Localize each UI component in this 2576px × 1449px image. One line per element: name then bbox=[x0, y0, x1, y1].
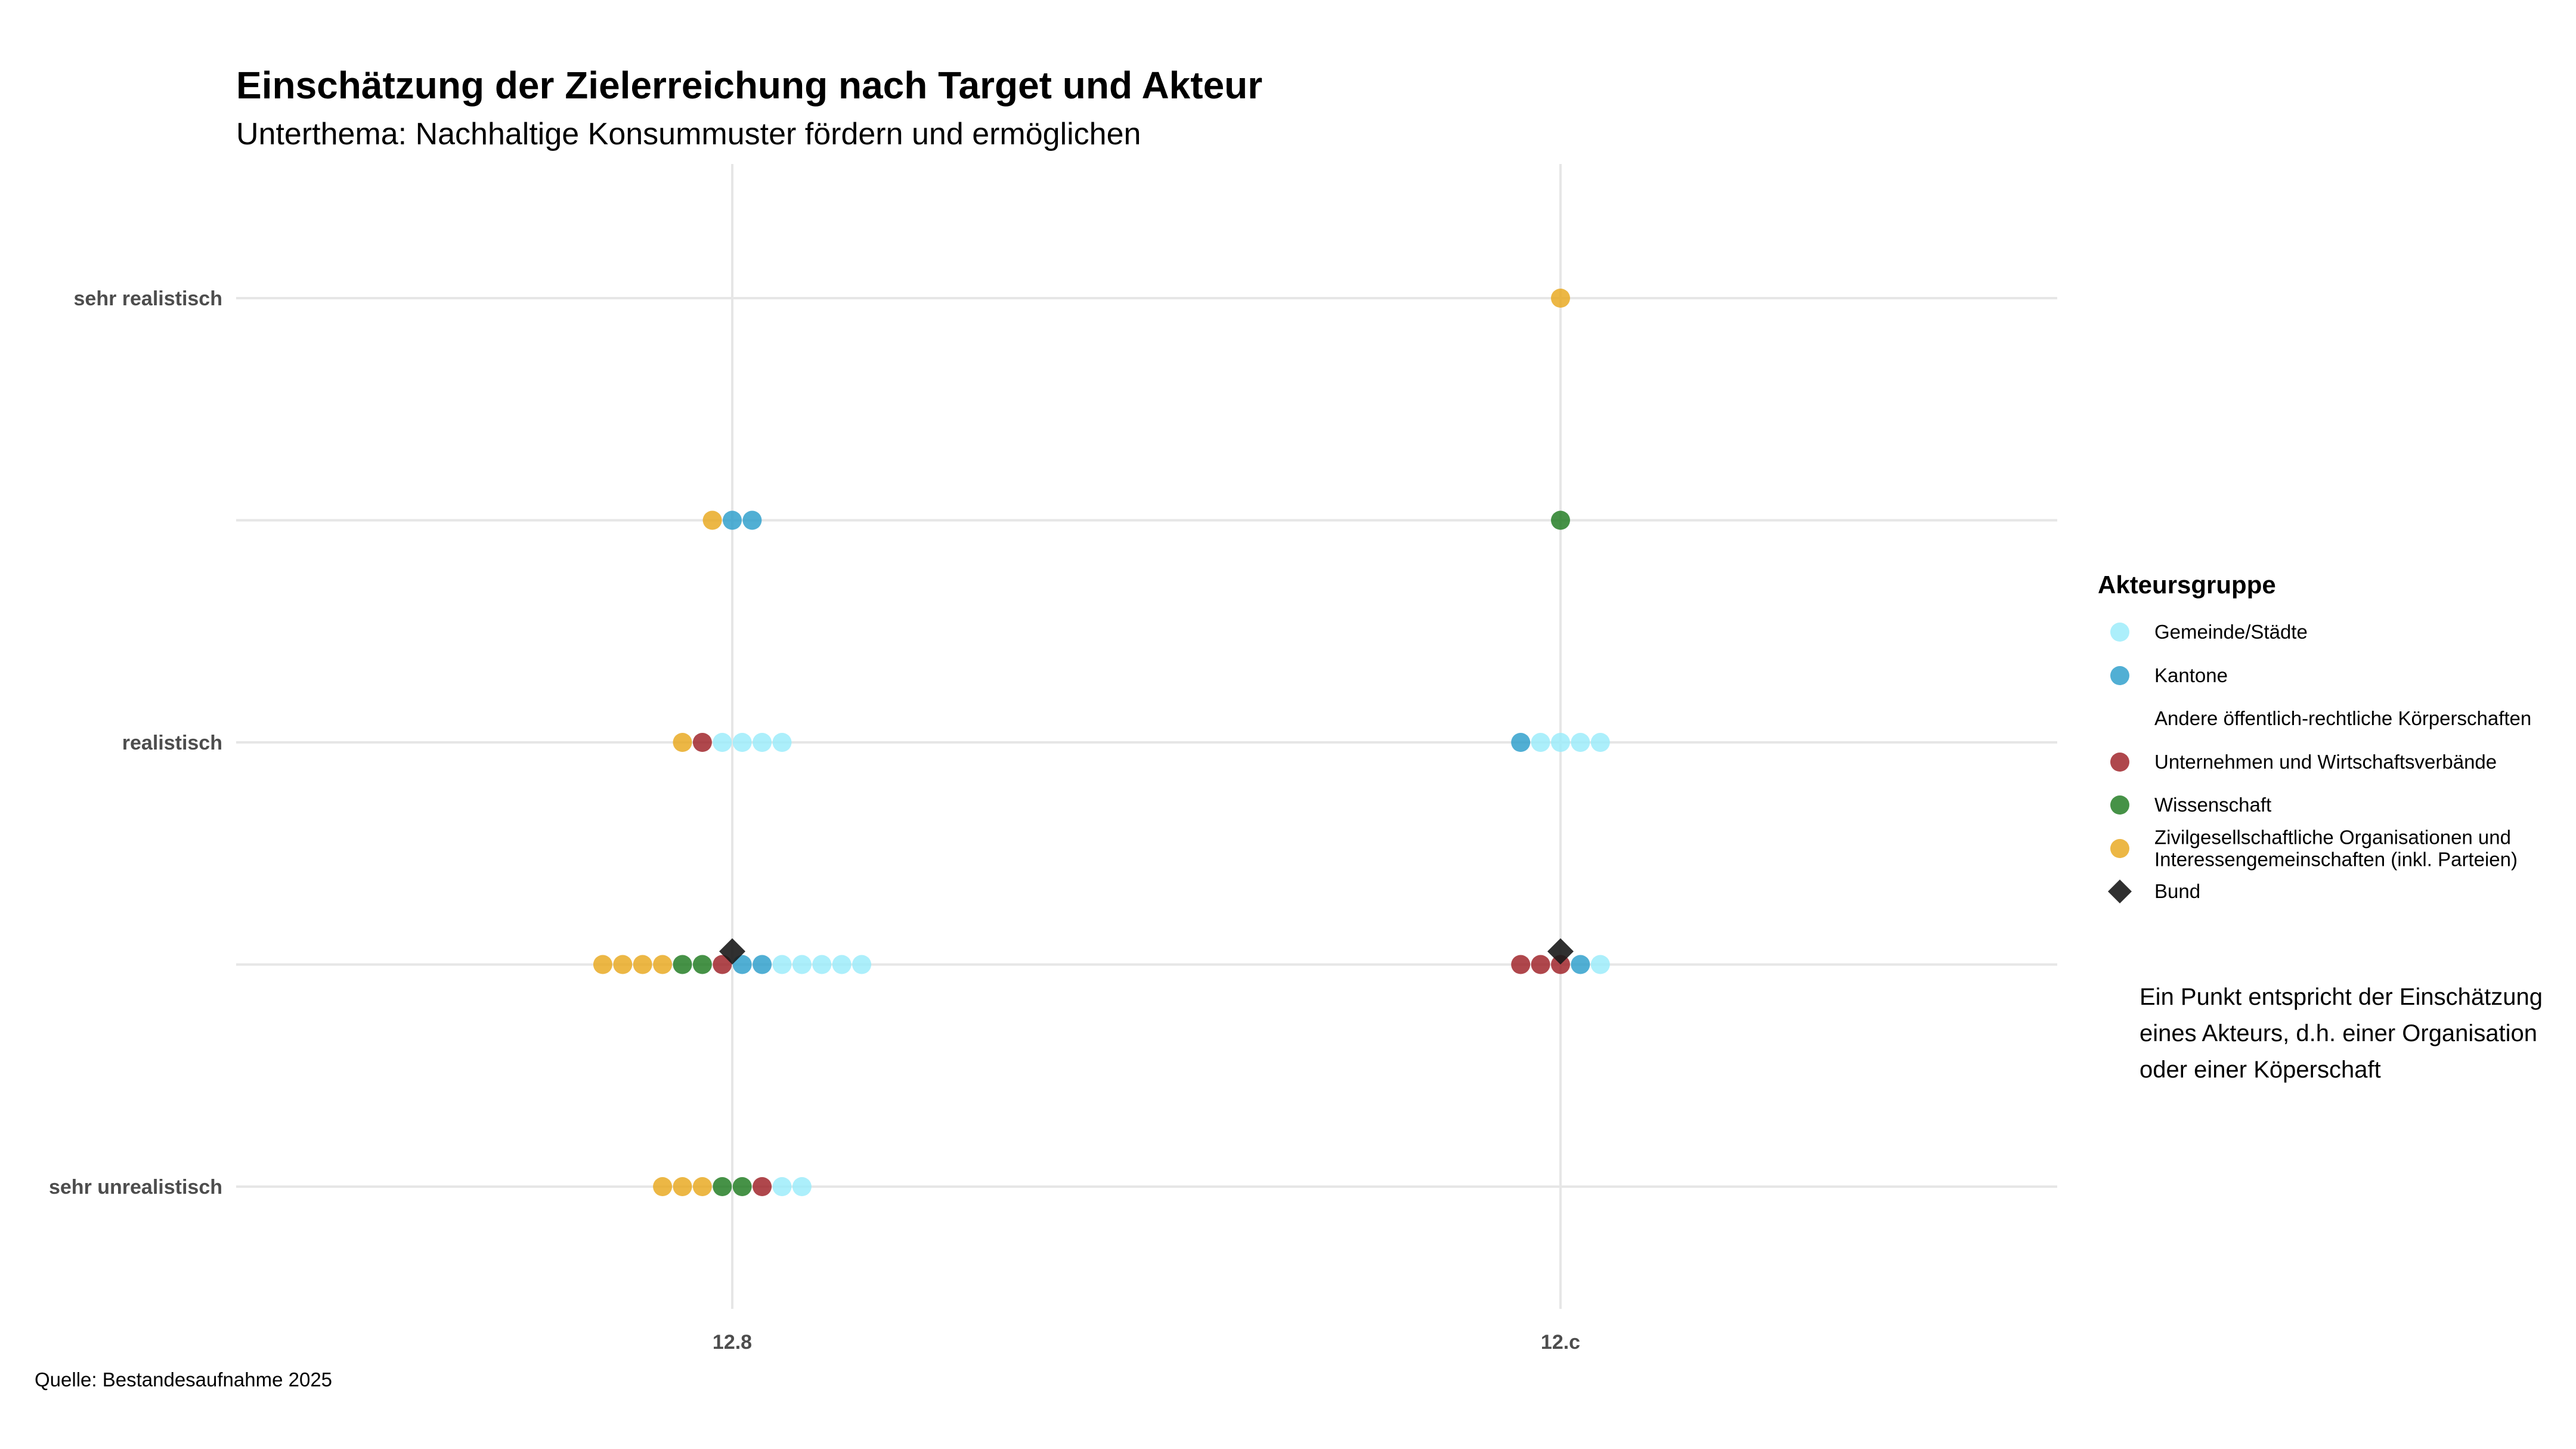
legend-label: Zivilgesellschaftliche Organisationen un… bbox=[2154, 826, 2511, 849]
data-point-kantone bbox=[732, 955, 752, 974]
chart-caption: Quelle: Bestandesaufnahme 2025 bbox=[35, 1368, 332, 1391]
legend-item-kantone: Kantone bbox=[2110, 664, 2228, 686]
data-point-wissenschaft bbox=[1551, 510, 1570, 530]
legend-key-dot bbox=[2110, 839, 2129, 858]
data-point-gemeinde bbox=[772, 955, 792, 974]
note-line: oder einer Köperschaft bbox=[2140, 1057, 2381, 1083]
chart-note: Ein Punkt entspricht der Einschätzung ein… bbox=[2140, 984, 2543, 1083]
data-point-gemeinde bbox=[812, 955, 832, 974]
data-point-unternehmen bbox=[713, 955, 732, 974]
chart-title: Einschätzung der Zielerreichung nach Tar… bbox=[236, 64, 1262, 107]
legend-item-andere: Andere öffentlich-rechtliche Körperschaf… bbox=[2154, 707, 2531, 729]
legend-label: Gemeinde/Städte bbox=[2154, 621, 2308, 643]
legend-label: Kantone bbox=[2154, 664, 2228, 686]
data-point-gemeinde bbox=[713, 733, 732, 752]
legend-key-diamond bbox=[2108, 880, 2132, 903]
data-point-zivil bbox=[692, 1177, 712, 1196]
data-point-kantone bbox=[723, 510, 742, 530]
data-point-gemeinde bbox=[852, 955, 872, 974]
data-point-zivil bbox=[1551, 289, 1570, 308]
legend-item-wissenschaft: Wissenschaft bbox=[2110, 794, 2271, 816]
legend-label: Interessengemeinschaften (inkl. Parteien… bbox=[2154, 849, 2518, 871]
plot-area: 12.8 12.c sehr realistisch realistisch sehr … bbox=[49, 164, 2057, 1354]
data-point-gemeinde bbox=[1531, 733, 1550, 752]
data-point-gemeinde bbox=[1551, 733, 1570, 752]
data-point-zivil bbox=[673, 1177, 692, 1196]
note-line: Ein Punkt entspricht der Einschätzung bbox=[2140, 984, 2543, 1010]
data-point-unternehmen bbox=[1531, 955, 1550, 974]
y-tick-label: sehr unrealistisch bbox=[49, 1176, 222, 1199]
data-point-bund bbox=[719, 938, 745, 965]
data-point-unternehmen bbox=[753, 1177, 772, 1196]
legend: Akteursgruppe Gemeinde/Städte Kantone Ander… bbox=[2098, 571, 2531, 903]
data-point-gemeinde bbox=[772, 1177, 792, 1196]
data-point-zivil bbox=[593, 955, 612, 974]
data-point-zivil bbox=[613, 955, 633, 974]
x-tick-label: 12.8 bbox=[713, 1331, 752, 1354]
data-point-zivil bbox=[653, 1177, 673, 1196]
chart-subtitle: Unterthema: Nachhaltige Konsummuster för… bbox=[236, 117, 1141, 151]
data-point-gemeinde bbox=[1571, 733, 1590, 752]
data-point-unternehmen bbox=[1511, 955, 1531, 974]
legend-item-zivil: Zivilgesellschaftliche Organisationen un… bbox=[2110, 826, 2518, 871]
data-point-bund bbox=[1547, 938, 1574, 965]
y-tick-label: realistisch bbox=[122, 732, 222, 754]
legend-key-dot bbox=[2110, 623, 2129, 642]
data-point-gemeinde bbox=[772, 733, 792, 752]
data-point-gemeinde bbox=[753, 733, 772, 752]
y-tick-label: sehr realistisch bbox=[74, 287, 222, 310]
data-point-zivil bbox=[633, 955, 652, 974]
legend-label: Andere öffentlich-rechtliche Körperschaf… bbox=[2154, 707, 2531, 729]
data-point-kantone bbox=[753, 955, 772, 974]
legend-title: Akteursgruppe bbox=[2098, 571, 2276, 599]
data-point-wissenschaft bbox=[732, 1177, 752, 1196]
data-point-wissenschaft bbox=[673, 955, 692, 974]
data-point-gemeinde bbox=[1590, 733, 1610, 752]
data-point-gemeinde bbox=[792, 955, 812, 974]
data-point-gemeinde bbox=[792, 1177, 812, 1196]
data-point-gemeinde bbox=[832, 955, 852, 974]
legend-item-bund: Bund bbox=[2108, 880, 2200, 903]
legend-label: Bund bbox=[2154, 880, 2200, 902]
legend-label: Unternehmen und Wirtschaftsverbände bbox=[2154, 751, 2497, 773]
legend-key-dot bbox=[2110, 666, 2129, 685]
legend-item-unternehmen: Unternehmen und Wirtschaftsverbände bbox=[2110, 751, 2497, 773]
data-point-wissenschaft bbox=[692, 955, 712, 974]
note-line: eines Akteurs, d.h. einer Organisation bbox=[2140, 1020, 2537, 1046]
data-point-wissenschaft bbox=[713, 1177, 732, 1196]
data-point-kantone bbox=[1571, 955, 1590, 974]
data-point-zivil bbox=[653, 955, 673, 974]
legend-item-gemeinde: Gemeinde/Städte bbox=[2110, 621, 2308, 643]
data-point-gemeinde bbox=[1590, 955, 1610, 974]
data-point-unternehmen bbox=[692, 733, 712, 752]
data-point-zivil bbox=[673, 733, 692, 752]
legend-key-dot bbox=[2110, 795, 2129, 815]
data-point-kantone bbox=[1511, 733, 1531, 752]
legend-key-dot bbox=[2110, 753, 2129, 772]
data-point-zivil bbox=[702, 510, 722, 530]
x-tick-label: 12.c bbox=[1541, 1331, 1580, 1354]
legend-label: Wissenschaft bbox=[2154, 794, 2271, 816]
data-point-gemeinde bbox=[732, 733, 752, 752]
data-point-kantone bbox=[742, 510, 762, 530]
